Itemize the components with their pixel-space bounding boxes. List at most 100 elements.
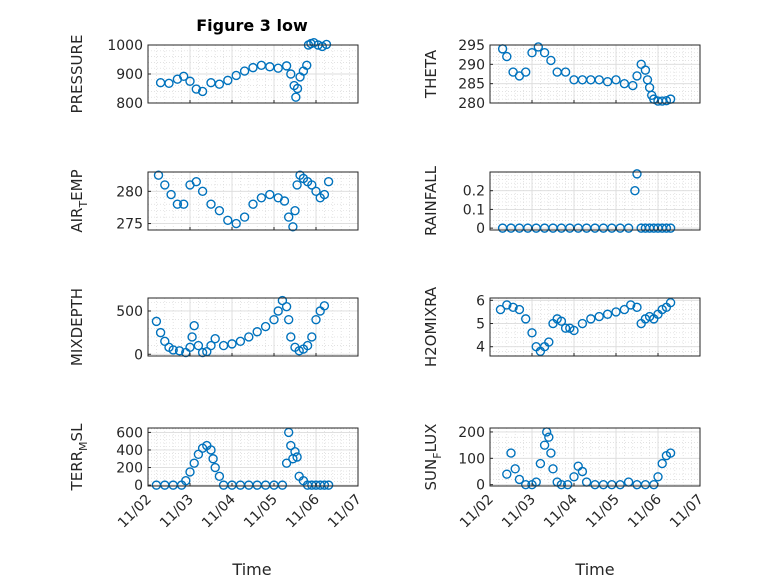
mixdepth-data-point	[260, 321, 271, 332]
terr-msl-data-point	[208, 454, 218, 464]
rainfall-data-point	[661, 223, 672, 233]
sun-flux-data-point	[502, 469, 512, 479]
terr-msl-axes-box	[147, 427, 359, 487]
sun-flux-data-point	[556, 479, 567, 490]
mixdepth-data-point	[235, 336, 246, 346]
mixdepth-data-point	[168, 345, 178, 355]
terr-msl-data-point	[277, 480, 288, 490]
sun-flux-data-point	[569, 472, 579, 482]
h2omixra-y-axis-label: H2OMIXRA	[422, 286, 440, 367]
sun-flux-data-point	[514, 474, 525, 485]
pressure-data-point	[197, 86, 208, 97]
mixdepth-data-point	[197, 347, 208, 358]
sun-flux-data-point	[539, 440, 550, 450]
pressure-data-point	[164, 78, 174, 88]
mixdepth-data-point	[187, 332, 197, 342]
h2omixra-data-point	[619, 304, 630, 315]
theta-y-tick-label: 280	[458, 96, 485, 112]
h2omixra-data-point	[665, 297, 676, 308]
mixdepth-data-point	[269, 314, 279, 325]
h2omixra-data-point	[544, 337, 554, 347]
air-temp-data-point	[172, 199, 183, 209]
h2omixra-data-point	[626, 300, 636, 310]
pressure-y-tick-label: 900	[116, 67, 143, 83]
air-temp-data-point	[178, 199, 189, 209]
mixdepth-data-point	[151, 316, 162, 327]
theta-data-point	[611, 75, 621, 85]
sun-flux-y-tick-label: 100	[458, 451, 485, 467]
h2omixra-data-point	[586, 314, 596, 324]
mixdepth-data-point	[193, 340, 204, 351]
rainfall-data-point	[630, 186, 640, 196]
h2omixra-data-point	[569, 325, 579, 336]
h2omixra-data-point	[514, 304, 525, 315]
mixdepth-data-point	[281, 301, 292, 312]
air-temp-data-point	[290, 205, 300, 216]
pressure-data-point	[273, 63, 283, 73]
terr-msl-data-point	[185, 467, 195, 477]
terr-msl-data-point	[206, 445, 216, 455]
mixdepth-data-point	[155, 327, 166, 338]
theta-y-tick-label: 290	[458, 57, 485, 73]
terr-msl-data-point	[193, 449, 204, 460]
sun-flux-y-tick-label: 0	[476, 478, 485, 494]
h2omixra-data-point	[594, 311, 604, 322]
pressure-data-point	[286, 69, 296, 79]
pressure-data-point	[191, 84, 202, 94]
terr-msl-data-point	[181, 476, 191, 486]
air-temp-data-point	[307, 180, 317, 190]
h2omixra-data-point	[521, 314, 531, 324]
air-temp-data-point	[311, 186, 321, 197]
air-temp-data-point	[323, 176, 334, 187]
air-temp-y-axis-label: AIRTEMP	[68, 169, 90, 232]
mixdepth-y-tick-label: 0	[134, 347, 143, 363]
sun-flux-data-point	[521, 479, 531, 490]
pressure-data-point	[239, 66, 250, 76]
sun-flux-data-point	[657, 458, 667, 469]
mixdepth-data-point	[210, 333, 220, 344]
sun-flux-data-point	[577, 466, 588, 477]
pressure-data-point	[223, 75, 233, 86]
pressure-data-point	[291, 92, 301, 102]
subplot-h2omixra: 4 5 6 H2OMIXRA	[422, 286, 701, 367]
terr-msl-data-point	[210, 462, 220, 473]
mixdepth-data-point	[185, 342, 195, 353]
theta-data-point	[602, 77, 613, 87]
pressure-data-point	[231, 70, 241, 81]
pressure-data-point	[321, 39, 332, 50]
sun-flux-data-point	[535, 458, 546, 469]
theta-data-point	[661, 95, 672, 106]
pressure-data-point	[248, 62, 258, 73]
mixdepth-axes-box	[147, 297, 359, 357]
theta-data-point	[527, 48, 537, 58]
theta-axes-background	[490, 45, 700, 103]
h2omixra-data-point	[602, 309, 613, 319]
air-temp-data-point	[292, 180, 302, 190]
terr-msl-data-point	[286, 440, 296, 451]
h2omixra-data-point	[577, 318, 588, 329]
theta-data-point	[546, 55, 556, 66]
pressure-y-axis-label: PRESSURE	[68, 35, 86, 114]
rainfall-y-tick-label: 0.2	[463, 184, 485, 200]
mixdepth-data-point	[284, 314, 294, 325]
sun-flux-y-axis-label: SUNFLUX	[422, 424, 444, 491]
subplot-air-temp: 275 280 AIRTEMP	[68, 169, 359, 233]
terr-msl-data-point	[214, 471, 225, 482]
h2omixra-axes-box	[489, 297, 701, 357]
theta-data-point	[502, 51, 512, 62]
theta-data-point	[640, 65, 651, 75]
rainfall-data-point	[632, 169, 642, 179]
air-temp-y-tick-label: 280	[116, 184, 143, 200]
terr-msl-y-axis-label: TERRMSL	[68, 423, 90, 492]
sun-flux-data-point	[546, 448, 556, 458]
mixdepth-data-point	[311, 314, 321, 325]
h2omixra-data-point	[495, 304, 506, 315]
sun-flux-axes-background	[490, 428, 700, 486]
theta-axes-box	[489, 44, 701, 104]
theta-data-point	[594, 75, 604, 85]
mixdepth-y-axis-label: MIXDEPTH	[68, 288, 86, 366]
pressure-data-point	[178, 71, 189, 82]
subplot-mixdepth: 0 500 MIXDEPTH	[68, 288, 359, 366]
